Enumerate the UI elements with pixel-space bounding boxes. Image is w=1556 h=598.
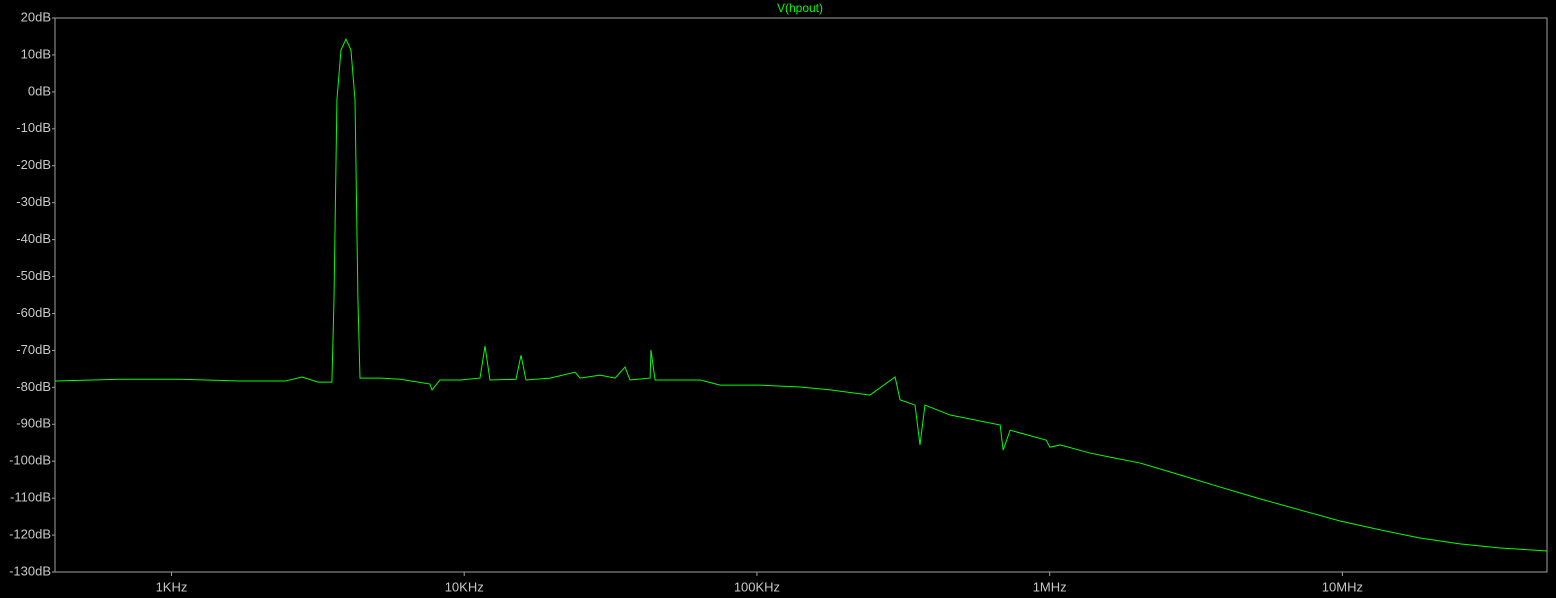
x-tick-label: 100KHz — [734, 579, 780, 594]
y-tick-label: 10dB — [21, 46, 51, 61]
x-tick-label: 1MHz — [1033, 579, 1067, 594]
y-tick-label: -60dB — [16, 305, 51, 320]
series-line — [54, 37, 1548, 552]
x-tick-label: 1KHz — [156, 579, 188, 594]
y-tick-label: -10dB — [16, 120, 51, 135]
chart-title: V(hpout) — [777, 1, 823, 15]
y-tick-label: -130dB — [9, 563, 51, 578]
y-tick-label: -20dB — [16, 157, 51, 172]
y-tick-label: -110dB — [10, 490, 51, 505]
x-tick-label: 10KHz — [445, 579, 484, 594]
y-tick-label: -40dB — [16, 231, 51, 246]
y-tick-label: 20dB — [21, 9, 51, 24]
x-tick-label: 10MHz — [1322, 579, 1363, 594]
y-tick-label: -70dB — [16, 342, 51, 357]
y-tick-label: -30dB — [16, 194, 51, 209]
y-tick-label: -120dB — [9, 527, 51, 542]
y-tick-label: 0dB — [28, 83, 51, 98]
plot-frame — [54, 17, 1548, 573]
y-tick-label: -90dB — [16, 416, 51, 431]
y-tick-label: -50dB — [16, 268, 51, 283]
y-tick-label: -80dB — [16, 379, 51, 394]
y-tick-label: -100dB — [9, 453, 51, 468]
